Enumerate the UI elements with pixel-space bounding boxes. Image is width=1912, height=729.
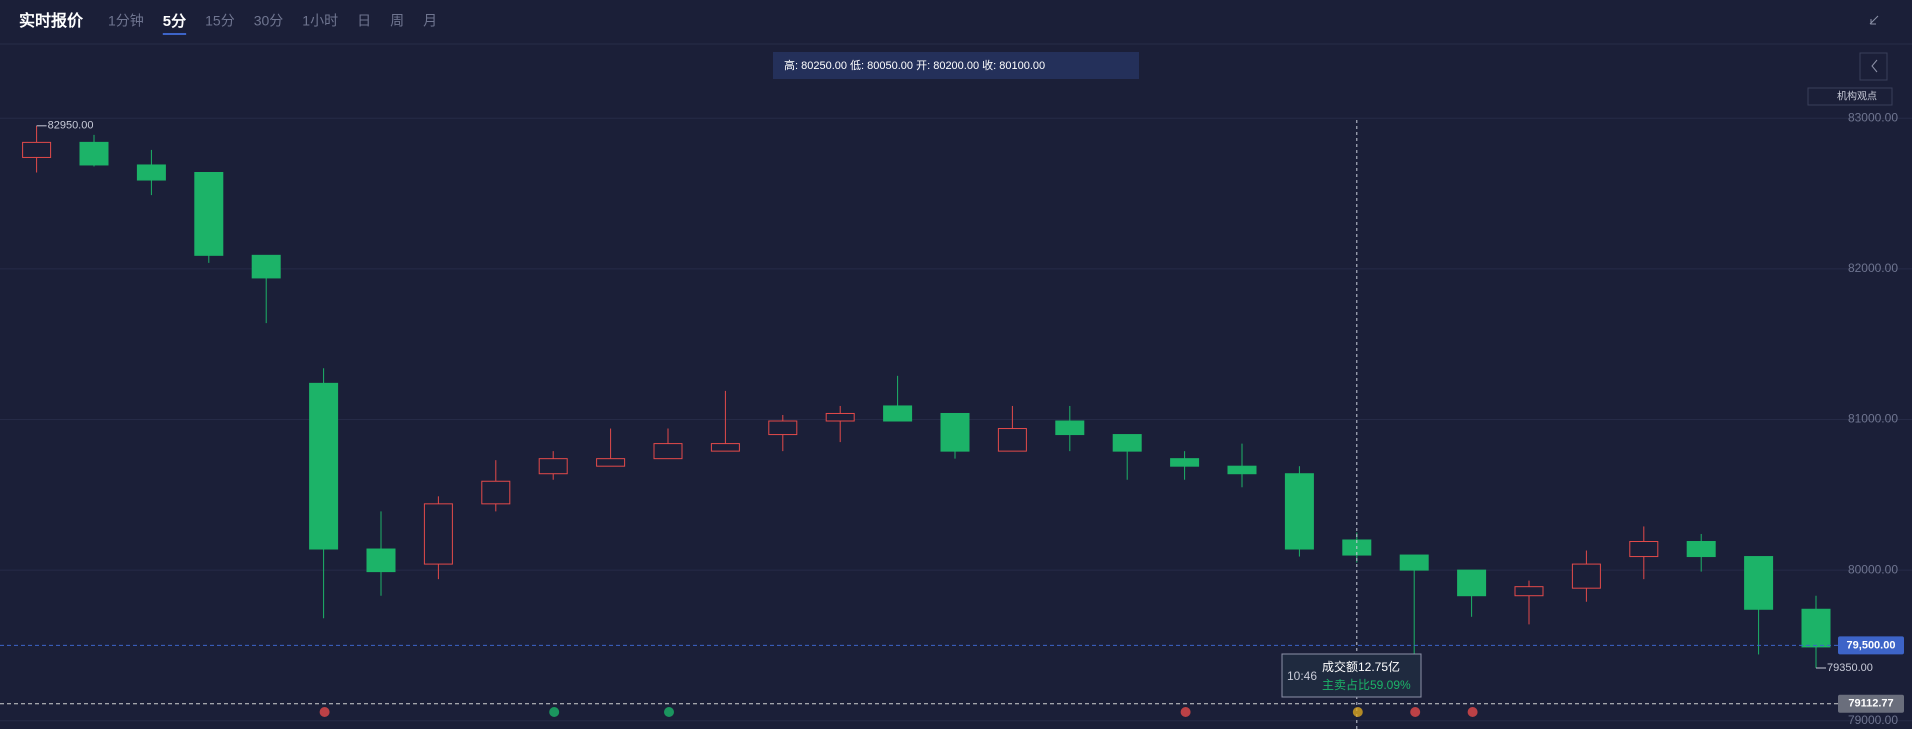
candle-body — [1457, 569, 1487, 597]
active-tab-underline — [162, 33, 187, 35]
candle-body — [423, 503, 453, 565]
price-label-box — [1838, 694, 1904, 713]
candle-body — [883, 405, 913, 422]
tab-bar: 1分钟 5分 15分 30分 1小时 日 周 月 — [108, 13, 437, 35]
signal-icon[interactable] — [549, 707, 560, 717]
panel-toggle[interactable] — [1859, 52, 1888, 81]
signal-icon[interactable] — [319, 707, 330, 717]
tooltip-time: 10:46 — [1287, 669, 1317, 683]
extreme-label: 79350.00 — [1827, 662, 1873, 674]
candle-body — [1112, 434, 1142, 452]
signal-icon[interactable] — [1410, 707, 1421, 717]
tab[interactable]: 1分钟 — [108, 13, 144, 29]
tab[interactable]: 1小时 — [302, 13, 338, 29]
extreme-label: 82950.00 — [48, 120, 94, 132]
tab[interactable]: 15分 — [205, 13, 235, 29]
candle-body — [251, 254, 281, 279]
panel-toggle-icon — [1871, 59, 1878, 73]
y-tick-label: 80000.00 — [1848, 562, 1898, 576]
candle-body — [1170, 458, 1200, 467]
candle-body — [22, 141, 52, 158]
y-tick-label: 83000.00 — [1848, 110, 1898, 124]
signal-icon[interactable] — [1467, 707, 1478, 717]
side-button[interactable] — [1807, 87, 1893, 106]
tooltip-ratio: 主卖占比59.09% — [1322, 677, 1411, 692]
candle-body — [481, 480, 511, 505]
candle-body — [1055, 420, 1085, 436]
signal-icon[interactable] — [1352, 707, 1363, 717]
header-title: 实时报价 — [19, 11, 84, 30]
y-tick-label: 81000.00 — [1848, 412, 1898, 426]
price-label: 79,500.00 — [1847, 639, 1896, 651]
tooltip-turnover: 成交额12.75亿 — [1322, 659, 1400, 674]
candle-body — [79, 141, 109, 166]
tab[interactable]: 30分 — [254, 13, 284, 29]
y-tick-label: 82000.00 — [1848, 261, 1898, 275]
candle-body — [1571, 563, 1601, 589]
y-tick-label: 79000.00 — [1848, 713, 1898, 727]
candle-body — [1284, 473, 1314, 550]
tooltip-box — [1281, 653, 1422, 698]
candle-body — [768, 420, 798, 436]
candle-body — [309, 382, 339, 550]
info-bar — [773, 52, 1139, 79]
candle-body — [825, 412, 855, 422]
candle-body — [1686, 540, 1716, 558]
candle-body — [194, 172, 224, 256]
candle-body — [596, 458, 626, 467]
tab[interactable]: 5分 — [163, 13, 186, 30]
price-label: 79112.77 — [1848, 698, 1893, 710]
candle-body — [1514, 586, 1544, 597]
info-bar-text: 高: 80250.00 低: 80050.00 开: 80200.00 收: 8… — [784, 58, 1045, 72]
candle-body — [366, 548, 396, 573]
candle-body — [1399, 554, 1429, 571]
candle-body — [997, 428, 1027, 452]
tab[interactable]: 日 — [357, 13, 371, 29]
candle-body — [653, 443, 683, 460]
price-label-box — [1838, 636, 1904, 655]
candle-body — [1744, 556, 1774, 610]
side-button-text: 机构观点 — [1837, 90, 1877, 103]
candle-body — [940, 412, 970, 452]
tab[interactable]: 周 — [390, 13, 404, 29]
candle-body — [710, 443, 740, 452]
plot-area: 79000.00 80000.00 81000.00 82000.00 83000.00… — [0, 110, 1912, 729]
tab[interactable]: 月 — [423, 13, 437, 29]
collapse-icon — [1869, 15, 1879, 25]
candle-body — [1801, 608, 1831, 648]
candle-body — [1227, 465, 1257, 475]
candle-body — [136, 164, 166, 181]
candle-body — [1629, 540, 1659, 558]
signal-icon[interactable] — [664, 707, 674, 717]
signal-icon[interactable] — [1180, 707, 1191, 717]
candle-body — [538, 458, 568, 475]
